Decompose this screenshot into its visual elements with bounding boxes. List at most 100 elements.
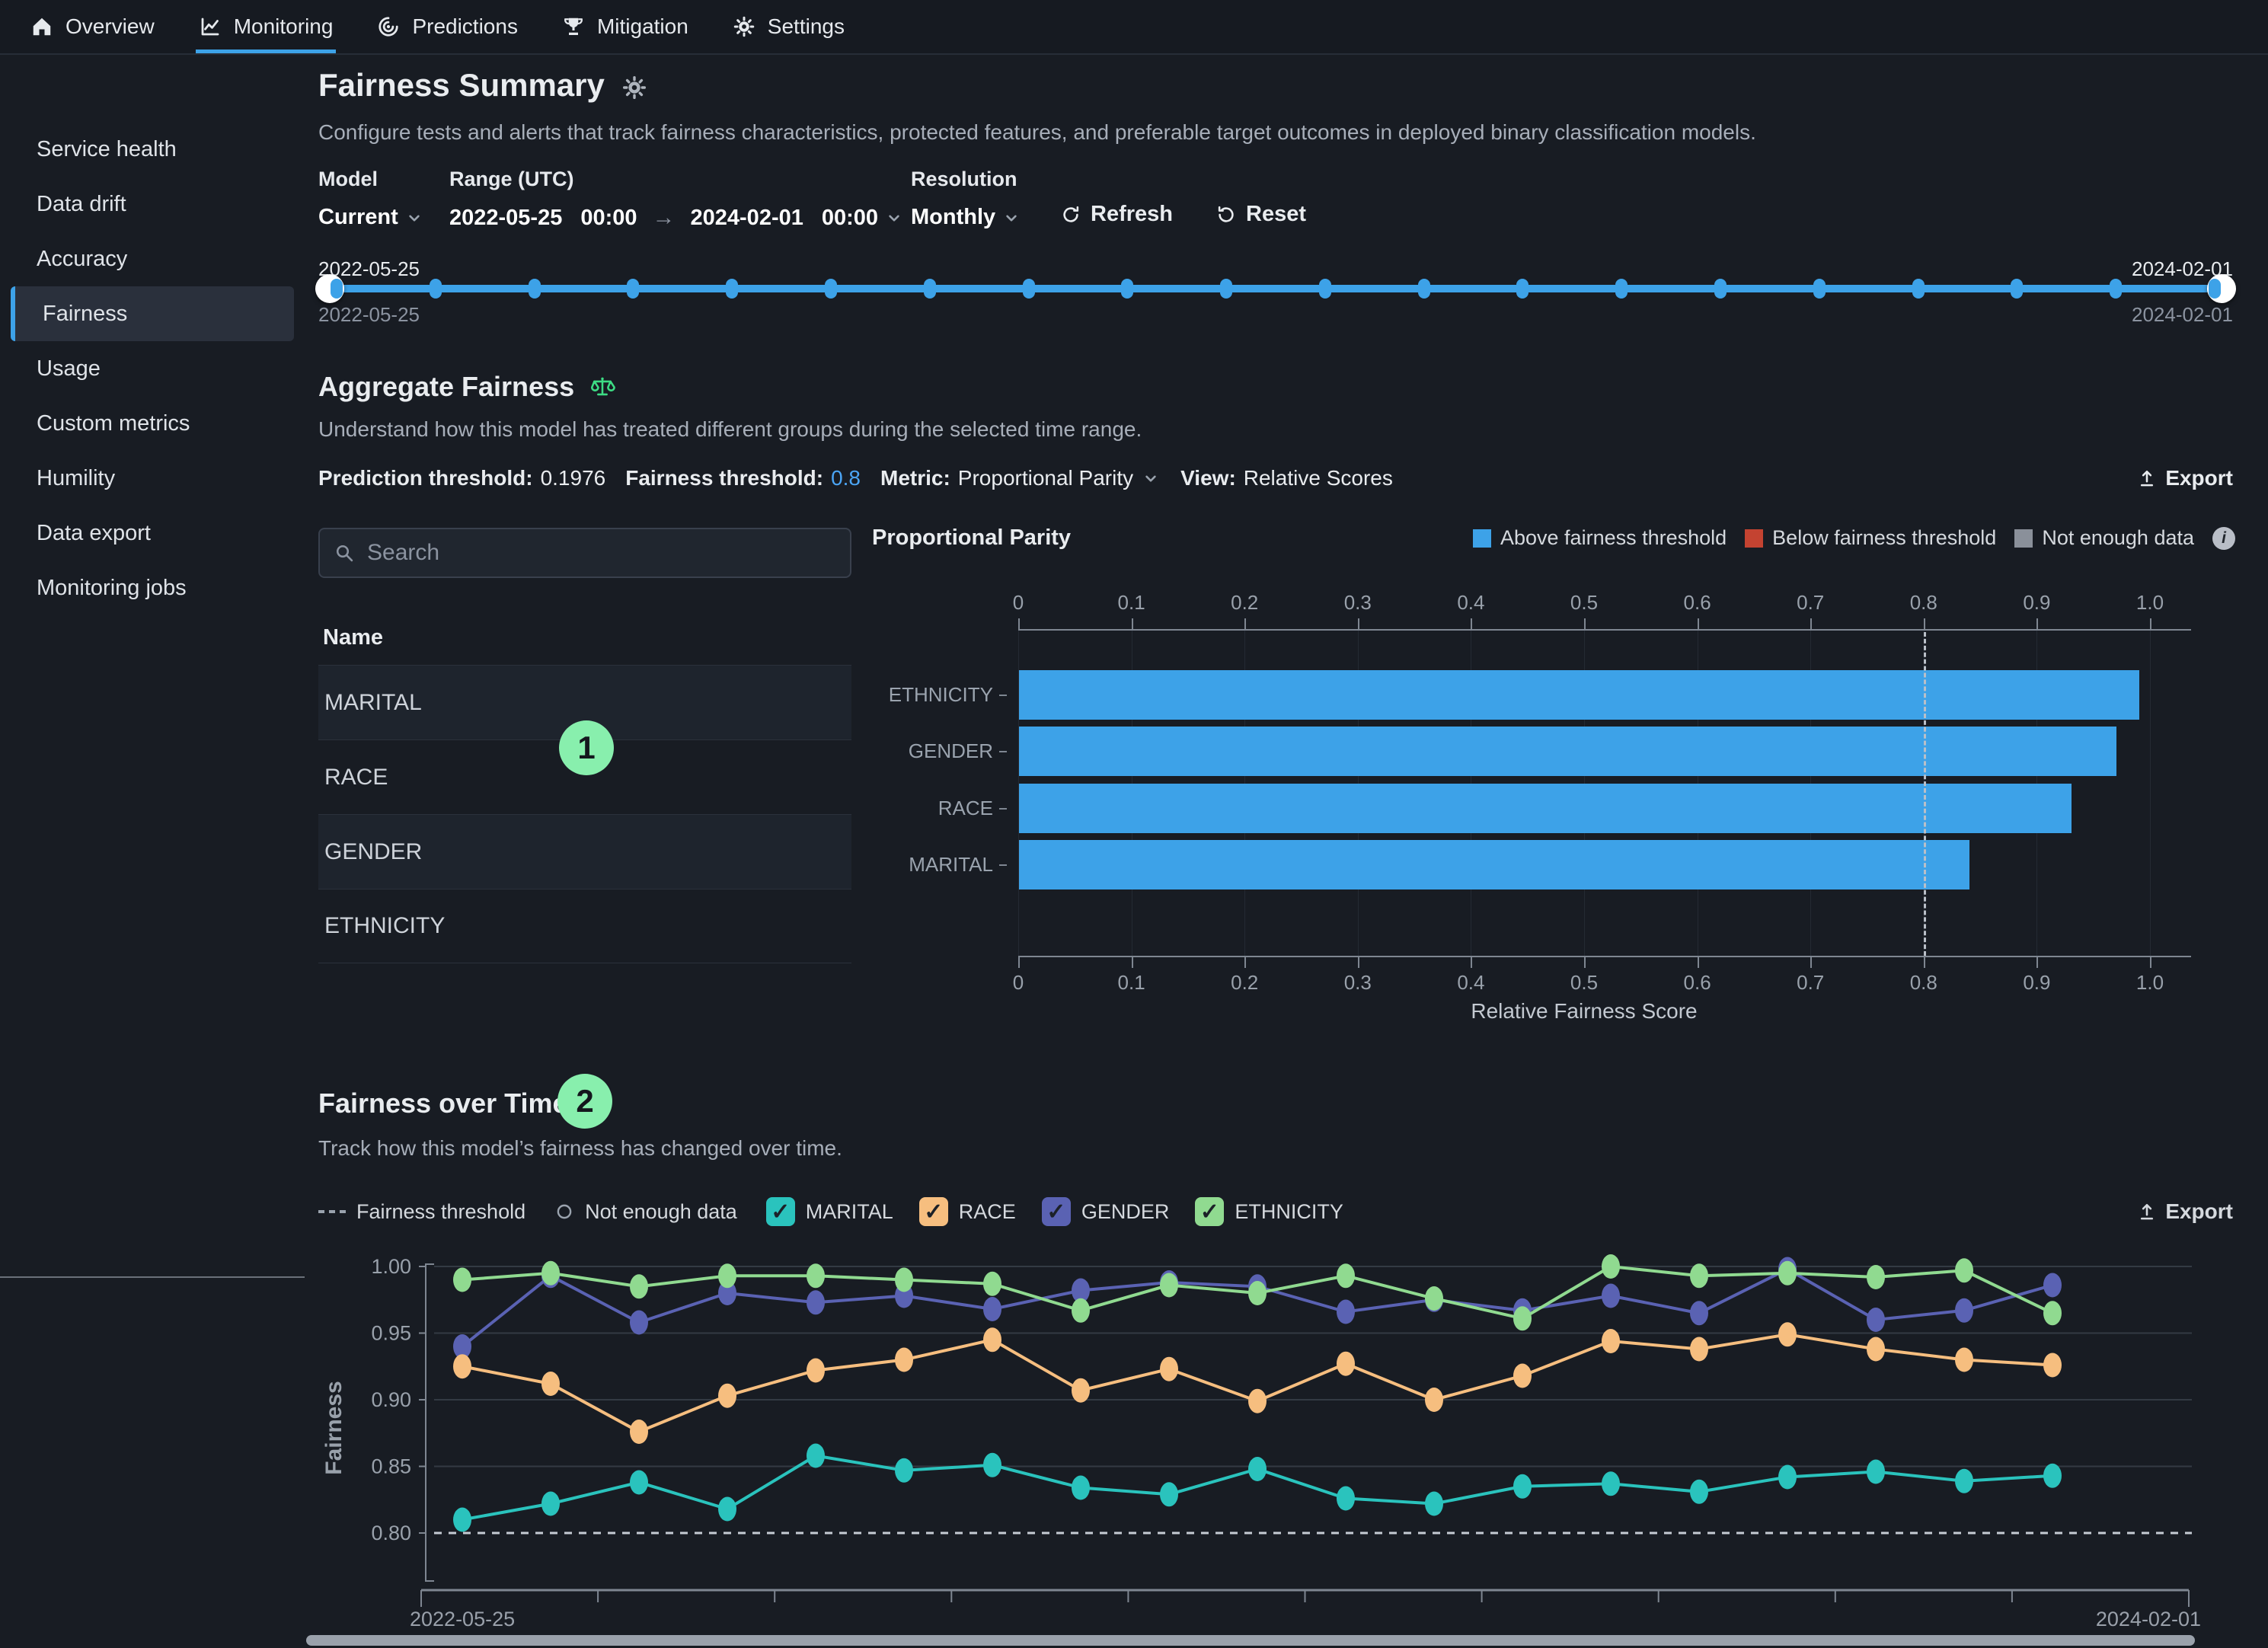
data-point xyxy=(718,1496,736,1522)
sidebar-item-service-health[interactable]: Service health xyxy=(37,136,177,161)
scrollbar-thumb[interactable] xyxy=(306,1635,2195,1646)
prediction-threshold: Prediction threshold: 0.1976 xyxy=(318,466,606,490)
feature-row-ethnicity[interactable]: ETHNICITY xyxy=(318,889,851,963)
data-point xyxy=(1867,1459,1885,1484)
legend-swatch xyxy=(2014,529,2033,548)
bar-chart-tick-label: 0.7 xyxy=(1797,591,1825,614)
model-dropdown[interactable]: Current xyxy=(318,205,449,230)
series-toggle-gender[interactable]: ✓ GENDER xyxy=(1041,1197,1169,1226)
data-point xyxy=(807,1263,825,1289)
view-selector[interactable]: View: Relative Scores xyxy=(1180,466,1393,490)
bar-chart-tick-label: 0 xyxy=(1012,971,1024,994)
timeline-dot xyxy=(1813,279,1826,299)
data-point xyxy=(541,1491,560,1516)
data-point xyxy=(1248,1388,1267,1413)
data-point xyxy=(983,1271,1001,1296)
data-point xyxy=(895,1267,913,1292)
timeline-dot xyxy=(1417,279,1430,299)
bar-chart-tick xyxy=(1923,957,1925,968)
data-point xyxy=(1072,1278,1090,1303)
series-toggle-ethnicity[interactable]: ✓ ETHNICITY xyxy=(1195,1197,1343,1226)
fairness-over-time-header: Fairness over Time xyxy=(318,1087,568,1119)
sidebar-item-accuracy[interactable]: Accuracy xyxy=(37,246,128,271)
checkbox-checked-icon[interactable]: ✓ xyxy=(765,1197,795,1226)
series-toggle-marital[interactable]: ✓ MARITAL xyxy=(765,1197,893,1226)
checkbox-checked-icon[interactable]: ✓ xyxy=(918,1197,948,1226)
checkbox-checked-icon[interactable]: ✓ xyxy=(1195,1197,1225,1226)
data-point xyxy=(1955,1298,1973,1323)
data-point xyxy=(453,1507,471,1532)
annotation-badge-1: 1 xyxy=(559,720,614,775)
bar-chart-tick-label: 0.9 xyxy=(2023,591,2051,614)
line-chart-export-button[interactable]: Export xyxy=(2136,1199,2233,1224)
timeline-dot xyxy=(726,279,739,299)
sidebar-item-data-drift[interactable]: Data drift xyxy=(37,191,126,216)
y-axis xyxy=(425,1263,434,1582)
refresh-button[interactable]: Refresh xyxy=(1060,202,1173,227)
feature-list: MARITAL RACE GENDER ETHNICITY xyxy=(318,665,851,963)
line-chart-legend: Fairness threshold Not enough data ✓ MARI… xyxy=(318,1193,2233,1231)
refresh-icon xyxy=(1060,204,1081,225)
resolution-dropdown[interactable]: Monthly xyxy=(911,205,1031,230)
aggregate-fairness-title: Aggregate Fairness xyxy=(318,371,575,402)
resolution-label: Resolution xyxy=(911,168,1017,190)
page-description: Configure tests and alerts that track fa… xyxy=(318,120,1756,144)
aggregate-fairness-header: Aggregate Fairness xyxy=(318,371,615,403)
data-point xyxy=(541,1260,560,1286)
data-point xyxy=(1160,1482,1178,1507)
timeline-dot xyxy=(1516,279,1529,299)
feature-search xyxy=(318,528,851,578)
data-point xyxy=(630,1470,648,1495)
nav-item-settings[interactable]: Settings xyxy=(733,0,845,53)
bar-chart-tick xyxy=(1018,957,1020,968)
data-point xyxy=(541,1372,560,1396)
data-point xyxy=(895,1458,913,1483)
timeline-track[interactable] xyxy=(318,285,2233,292)
nav-item-predictions[interactable]: Predictions xyxy=(377,0,518,53)
y-axis-title: Fairness xyxy=(321,1381,347,1474)
info-icon[interactable]: i xyxy=(2212,526,2235,550)
export-icon xyxy=(2136,468,2158,489)
dashed-line-icon xyxy=(318,1210,346,1213)
data-point xyxy=(807,1443,825,1468)
sidebar-item-usage[interactable]: Usage xyxy=(37,356,101,381)
checkbox-checked-icon[interactable]: ✓ xyxy=(1041,1197,1071,1226)
series-toggle-race[interactable]: ✓ RACE xyxy=(918,1197,1016,1226)
data-point xyxy=(1602,1471,1620,1496)
export-icon xyxy=(2136,1201,2158,1222)
legend-fairness-threshold: Fairness threshold xyxy=(318,1200,525,1224)
nav-item-mitigation[interactable]: Mitigation xyxy=(562,0,688,53)
sidebar-item-custom-metrics[interactable]: Custom metrics xyxy=(37,410,190,436)
search-input[interactable] xyxy=(367,540,836,566)
data-point xyxy=(2043,1273,2062,1298)
range-dropdown[interactable]: 2022-05-25 00:00 → 2024-02-01 00:00 xyxy=(449,205,911,231)
series-line xyxy=(462,1333,2053,1434)
sidebar-item-monitoring-jobs[interactable]: Monitoring jobs xyxy=(37,575,187,600)
timeline-dot xyxy=(1022,279,1035,299)
feature-row-gender[interactable]: GENDER xyxy=(318,814,851,889)
sidebar-item-data-export[interactable]: Data export xyxy=(37,520,151,545)
fairness-threshold[interactable]: Fairness threshold: 0.8 xyxy=(625,466,861,490)
bar-category-label-marital: MARITAL xyxy=(868,840,1007,889)
legend-swatch xyxy=(1473,529,1491,548)
bar-chart-gridline xyxy=(1018,631,1019,956)
bar-chart-tick-label: 0.6 xyxy=(1683,591,1711,614)
top-nav: Overview Monitoring Predictions Mitigation S… xyxy=(0,0,2268,55)
sidebar-item-fairness[interactable]: Fairness xyxy=(11,286,294,341)
sidebar-item-humility[interactable]: Humility xyxy=(37,465,116,490)
data-point xyxy=(1337,1299,1355,1324)
data-point xyxy=(1425,1388,1443,1412)
legend-not-enough-data: Not enough data xyxy=(554,1200,737,1224)
aggregate-export-button[interactable]: Export xyxy=(2136,466,2233,490)
nav-item-overview[interactable]: Overview xyxy=(30,0,155,53)
reset-button[interactable]: Reset xyxy=(1215,202,1306,227)
data-point xyxy=(453,1354,471,1379)
metric-dropdown[interactable]: Metric: Proportional Parity xyxy=(880,466,1161,490)
scales-icon xyxy=(589,374,615,400)
legend-swatch xyxy=(1745,529,1764,548)
bar-chart-tick-label: 0.3 xyxy=(1343,591,1372,614)
bar-chart-tick xyxy=(2036,618,2039,629)
nav-item-monitoring[interactable]: Monitoring xyxy=(195,0,337,53)
gear-icon[interactable] xyxy=(621,75,647,101)
